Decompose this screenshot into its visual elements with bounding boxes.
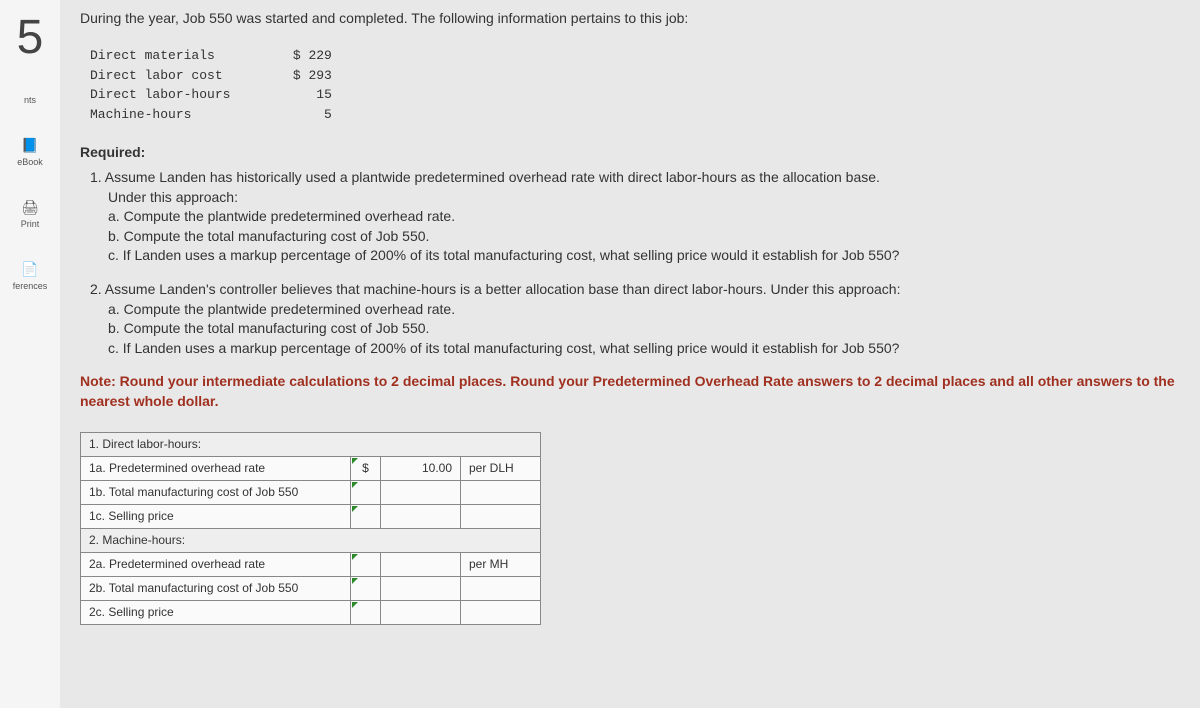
table-row: 2a. Predetermined overhead rate per MH	[81, 552, 541, 576]
job-row: Direct materials $ 229	[90, 48, 332, 63]
currency-cell[interactable]: $	[351, 456, 381, 480]
content-area: During the year, Job 550 was started and…	[70, 10, 1180, 625]
sidebar-item-print[interactable]: 🖨 Print	[20, 197, 40, 229]
job-row: Direct labor cost $ 293	[90, 68, 332, 83]
printer-icon: 🖨	[20, 197, 40, 217]
q1b: b. Compute the total manufacturing cost …	[108, 227, 1180, 247]
document-icon: 📄	[20, 259, 40, 279]
unit-cell: per DLH	[461, 456, 541, 480]
intro-text: During the year, Job 550 was started and…	[80, 10, 1180, 26]
rounding-note: Note: Round your intermediate calculatio…	[80, 372, 1180, 411]
q2c: c. If Landen uses a markup percentage of…	[108, 339, 1180, 359]
sidebar-item-references[interactable]: 📄 ferences	[13, 259, 48, 291]
sidebar: 5 nts 📘 eBook 🖨 Print 📄 ferences	[0, 0, 60, 708]
currency-cell[interactable]	[351, 504, 381, 528]
question-number: 5	[17, 10, 44, 65]
value-cell[interactable]	[381, 576, 461, 600]
unit-cell	[461, 600, 541, 624]
row-label: 2c. Selling price	[81, 600, 351, 624]
q1-lead: 1. Assume Landen has historically used a…	[90, 168, 1180, 188]
table-row: 2c. Selling price	[81, 600, 541, 624]
table-row: 1b. Total manufacturing cost of Job 550	[81, 480, 541, 504]
value-cell[interactable]: 10.00	[381, 456, 461, 480]
indicator-icon	[352, 602, 358, 608]
q1-under: Under this approach:	[108, 188, 1180, 208]
table-row: 1. Direct labor-hours:	[81, 432, 541, 456]
sidebar-item-label: eBook	[17, 157, 43, 167]
unit-cell	[461, 480, 541, 504]
job-row: Direct labor-hours 15	[90, 87, 332, 102]
q2a: a. Compute the plantwide predetermined o…	[108, 300, 1180, 320]
value-cell[interactable]	[381, 504, 461, 528]
row-label: 2b. Total manufacturing cost of Job 550	[81, 576, 351, 600]
section-header: 2. Machine-hours:	[81, 528, 541, 552]
indicator-icon	[352, 482, 358, 488]
question-2: 2. Assume Landen's controller believes t…	[90, 280, 1180, 358]
required-heading: Required:	[80, 144, 1180, 160]
row-label: 1a. Predetermined overhead rate	[81, 456, 351, 480]
section-header: 1. Direct labor-hours:	[81, 432, 541, 456]
currency-cell[interactable]	[351, 552, 381, 576]
unit-cell: per MH	[461, 552, 541, 576]
sidebar-item-ebook[interactable]: 📘 eBook	[17, 135, 43, 167]
q1c: c. If Landen uses a markup percentage of…	[108, 246, 1180, 266]
value-cell[interactable]	[381, 600, 461, 624]
table-row: 1a. Predetermined overhead rate $ 10.00 …	[81, 456, 541, 480]
value-cell[interactable]	[381, 552, 461, 576]
sidebar-item-hints[interactable]: nts	[24, 95, 36, 105]
q1a: a. Compute the plantwide predetermined o…	[108, 207, 1180, 227]
currency-cell[interactable]	[351, 576, 381, 600]
indicator-icon	[352, 458, 358, 464]
value-cell[interactable]	[381, 480, 461, 504]
book-icon: 📘	[20, 135, 40, 155]
currency-cell[interactable]	[351, 600, 381, 624]
job-data-block: Direct materials $ 229 Direct labor cost…	[90, 46, 1180, 124]
row-label: 1c. Selling price	[81, 504, 351, 528]
answer-table: 1. Direct labor-hours: 1a. Predetermined…	[80, 432, 541, 625]
indicator-icon	[352, 554, 358, 560]
sidebar-item-label: ferences	[13, 281, 48, 291]
sidebar-item-label: nts	[24, 95, 36, 105]
unit-cell	[461, 576, 541, 600]
row-label: 2a. Predetermined overhead rate	[81, 552, 351, 576]
job-row: Machine-hours 5	[90, 107, 332, 122]
row-label: 1b. Total manufacturing cost of Job 550	[81, 480, 351, 504]
table-row: 1c. Selling price	[81, 504, 541, 528]
indicator-icon	[352, 506, 358, 512]
unit-cell	[461, 504, 541, 528]
table-row: 2b. Total manufacturing cost of Job 550	[81, 576, 541, 600]
q2-lead: 2. Assume Landen's controller believes t…	[90, 280, 1180, 300]
currency-cell[interactable]	[351, 480, 381, 504]
indicator-icon	[352, 578, 358, 584]
sidebar-item-label: Print	[21, 219, 40, 229]
table-row: 2. Machine-hours:	[81, 528, 541, 552]
q2b: b. Compute the total manufacturing cost …	[108, 319, 1180, 339]
question-1: 1. Assume Landen has historically used a…	[90, 168, 1180, 266]
